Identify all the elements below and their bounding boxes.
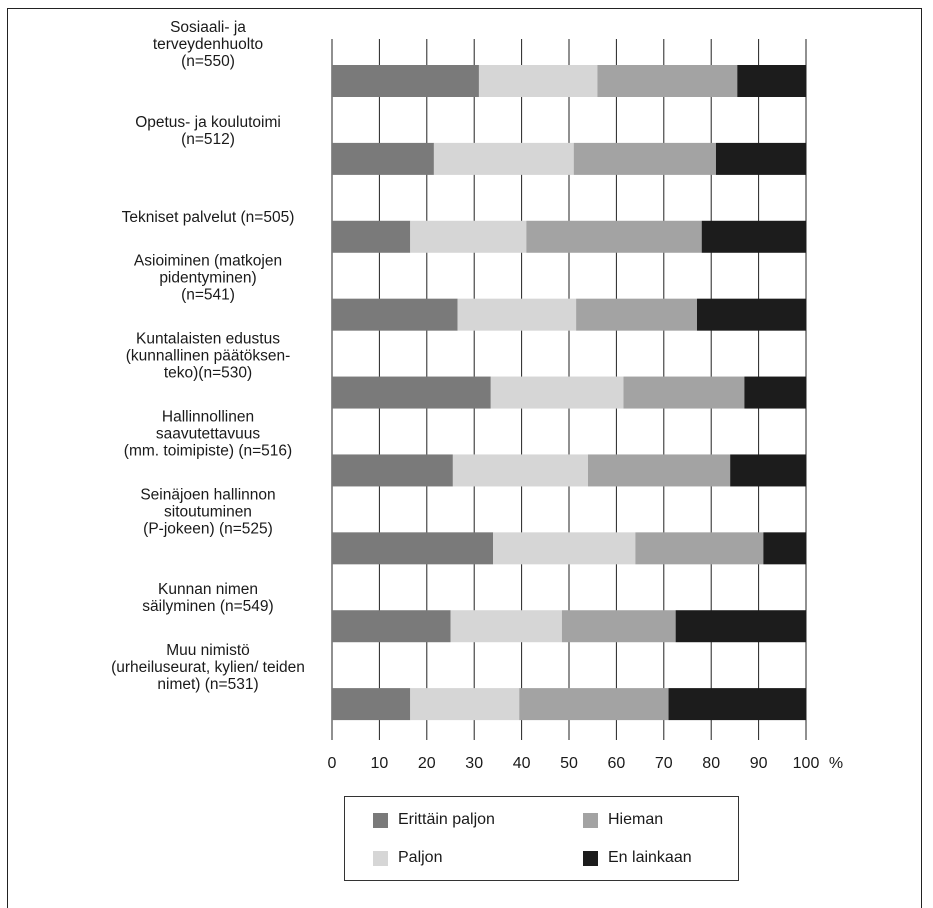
bar-segment <box>490 376 624 409</box>
x-tick-label: 70 <box>655 755 673 772</box>
bar-segment <box>332 688 411 721</box>
bar-segment <box>332 142 434 175</box>
x-tick-label: 60 <box>608 755 626 772</box>
category-label: terveydenhuolto <box>153 36 263 53</box>
legend-item-en-lainkaan: En lainkaan <box>583 849 692 867</box>
category-label: (kunnallinen päätöksen- <box>126 348 291 365</box>
x-tick-label: 90 <box>750 755 768 772</box>
bar-segment <box>457 298 577 331</box>
bar-segment <box>332 610 451 643</box>
bar-segment <box>573 142 716 175</box>
category-label: Opetus- ja koulutoimi <box>135 114 281 131</box>
category-label: Hallinnollinen <box>162 408 254 425</box>
category-label: pidentyminen) <box>159 270 256 287</box>
x-tick-label: 0 <box>328 755 337 772</box>
category-label: Asioiminen (matkojen <box>134 253 282 270</box>
x-tick-label: 80 <box>702 755 720 772</box>
category-label: (P-jokeen) (n=525) <box>143 520 273 537</box>
category-label: (n=512) <box>181 131 235 148</box>
category-label: Muu nimistö <box>166 642 250 659</box>
bar-segment <box>526 220 702 253</box>
category-label: sitoutuminen <box>164 503 252 520</box>
category-label: (n=541) <box>181 287 235 304</box>
bar-segment <box>478 65 598 97</box>
bar-segment <box>410 220 527 253</box>
category-label: nimet) (n=531) <box>157 676 258 693</box>
x-tick-label: 100 <box>793 755 820 772</box>
bar-segment <box>763 532 806 565</box>
category-label: Sosiaali- ja <box>170 19 246 36</box>
bar-segment <box>744 376 806 409</box>
bar-segment <box>332 376 491 409</box>
bar-segment <box>332 454 453 487</box>
x-tick-label: 20 <box>418 755 436 772</box>
bar-segment <box>332 298 458 331</box>
x-tick-label: 40 <box>513 755 531 772</box>
bar-segment <box>433 142 574 175</box>
category-label: saavutettavuus <box>156 425 261 442</box>
category-label: Seinäjoen hallinnon <box>140 486 275 503</box>
category-label: Kunnan nimen <box>158 581 258 598</box>
legend-item-paljon: Paljon <box>373 849 442 867</box>
bar-segment <box>493 532 636 565</box>
bar-segment <box>576 298 697 331</box>
bar-segment <box>332 220 411 253</box>
bar-segment <box>450 610 562 643</box>
bar-segment <box>675 610 806 643</box>
bar-segment <box>635 532 764 565</box>
bar-segment <box>410 688 520 721</box>
bar-segment <box>623 376 745 409</box>
category-label: (mm. toimipiste) (n=516) <box>124 442 292 459</box>
category-label: Kuntalaisten edustus <box>136 331 280 348</box>
legend: Erittäin paljon Hieman Paljon En lainkaa… <box>344 796 739 881</box>
legend-item-erittain-paljon: Erittäin paljon <box>373 811 495 829</box>
legend-label-en-lainkaan: En lainkaan <box>608 849 692 866</box>
x-tick-label: 50 <box>560 755 578 772</box>
bar-segment <box>519 688 669 721</box>
category-label: (n=550) <box>181 53 235 70</box>
legend-item-hieman: Hieman <box>583 811 663 829</box>
bar-segment <box>696 298 806 331</box>
bar-segment <box>452 454 588 487</box>
bar-segment <box>730 454 806 487</box>
legend-label-paljon: Paljon <box>398 849 443 866</box>
bar-segment <box>668 688 806 721</box>
legend-label-hieman: Hieman <box>608 811 664 828</box>
bar-segment <box>597 65 738 97</box>
x-axis-unit: % <box>829 755 843 772</box>
bar-segment <box>737 65 806 97</box>
bar-segment <box>561 610 676 643</box>
legend-swatch-hieman <box>583 812 598 828</box>
bar-segment <box>587 454 731 487</box>
category-label: säilyminen (n=549) <box>142 598 273 615</box>
bar-segment <box>332 532 494 565</box>
figure-frame <box>7 8 922 908</box>
legend-swatch-erittain-paljon <box>373 812 388 828</box>
legend-label-erittain-paljon: Erittäin paljon <box>398 811 495 828</box>
category-label: teko)(n=530) <box>164 365 252 382</box>
bar-segment <box>701 220 806 253</box>
legend-swatch-paljon <box>373 850 388 866</box>
x-tick-label: 30 <box>465 755 483 772</box>
x-tick-label: 10 <box>371 755 389 772</box>
category-label: Tekniset palvelut (n=505) <box>122 209 295 226</box>
legend-swatch-en-lainkaan <box>583 850 598 866</box>
bar-segment <box>715 142 806 175</box>
category-label: (urheiluseurat, kylien/ teiden <box>111 659 305 676</box>
bar-segment <box>332 65 479 97</box>
